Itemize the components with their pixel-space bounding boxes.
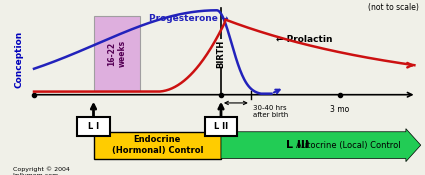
- Text: Copyright © 2004
kellymom.com: Copyright © 2004 kellymom.com: [13, 167, 70, 175]
- Text: ← Prolactin: ← Prolactin: [276, 35, 333, 44]
- Text: L I: L I: [88, 122, 99, 131]
- Text: 16-22
weeks: 16-22 weeks: [107, 40, 127, 67]
- FancyArrow shape: [221, 129, 421, 162]
- Text: Autocrine (Local) Control: Autocrine (Local) Control: [296, 141, 401, 150]
- Text: (not to scale): (not to scale): [368, 3, 419, 12]
- Bar: [94, 16, 140, 91]
- Text: Progesterone →: Progesterone →: [149, 14, 228, 23]
- Bar: [205, 117, 237, 136]
- Text: Conception: Conception: [14, 31, 24, 88]
- Text: 3 mo: 3 mo: [330, 105, 350, 114]
- Bar: [94, 132, 221, 159]
- Bar: [77, 117, 110, 136]
- Text: 30-40 hrs
after birth: 30-40 hrs after birth: [253, 105, 288, 118]
- Text: L III: L III: [286, 140, 309, 150]
- Text: Endocrine
(Hormonal) Control: Endocrine (Hormonal) Control: [111, 135, 203, 155]
- Text: L II: L II: [214, 122, 228, 131]
- Text: BIRTH: BIRTH: [216, 39, 226, 68]
